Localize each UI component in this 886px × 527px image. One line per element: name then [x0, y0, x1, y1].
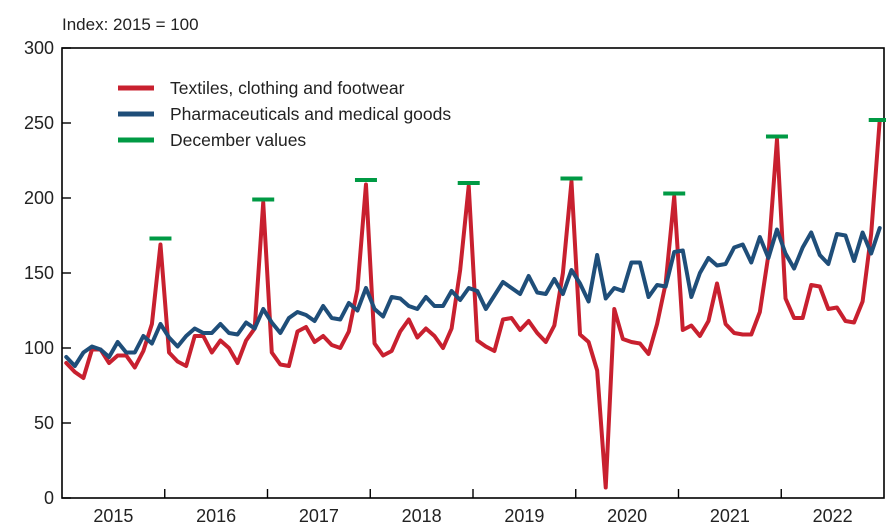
x-tick-label: 2020: [607, 506, 647, 526]
y-axis: 0 50 100 150 200 250 300: [24, 38, 71, 508]
x-tick-label: 2016: [196, 506, 236, 526]
y-tick-label: 300: [24, 38, 54, 58]
series-layer: [64, 118, 882, 490]
x-tick-label: 2017: [299, 506, 339, 526]
y-tick-label: 0: [44, 488, 54, 508]
y-tick-label: 200: [24, 188, 54, 208]
series-line-textiles: [64, 118, 882, 490]
december-markers: [149, 118, 886, 241]
y-axis-unit-label: Index: 2015 = 100: [62, 15, 199, 34]
legend-label-december: December values: [170, 130, 306, 150]
y-tick-label: 100: [24, 338, 54, 358]
legend-label-textiles: Textiles, clothing and footwear: [170, 78, 405, 98]
x-tick-label: 2021: [710, 506, 750, 526]
x-tick-label: 2015: [93, 506, 133, 526]
series-line-pharmaceuticals: [64, 226, 882, 368]
y-tick-label: 150: [24, 263, 54, 283]
legend-label-pharmaceuticals: Pharmaceuticals and medical goods: [170, 104, 451, 124]
x-tick-label: 2019: [504, 506, 544, 526]
legend: Textiles, clothing and footwear Pharmace…: [118, 78, 451, 150]
x-tick-label: 2018: [402, 506, 442, 526]
x-tick-label: 2022: [813, 506, 853, 526]
y-tick-label: 50: [34, 413, 54, 433]
y-tick-label: 250: [24, 113, 54, 133]
x-axis: 2015 2016 2017 2018 2019 2020 2021 2022: [93, 489, 853, 526]
